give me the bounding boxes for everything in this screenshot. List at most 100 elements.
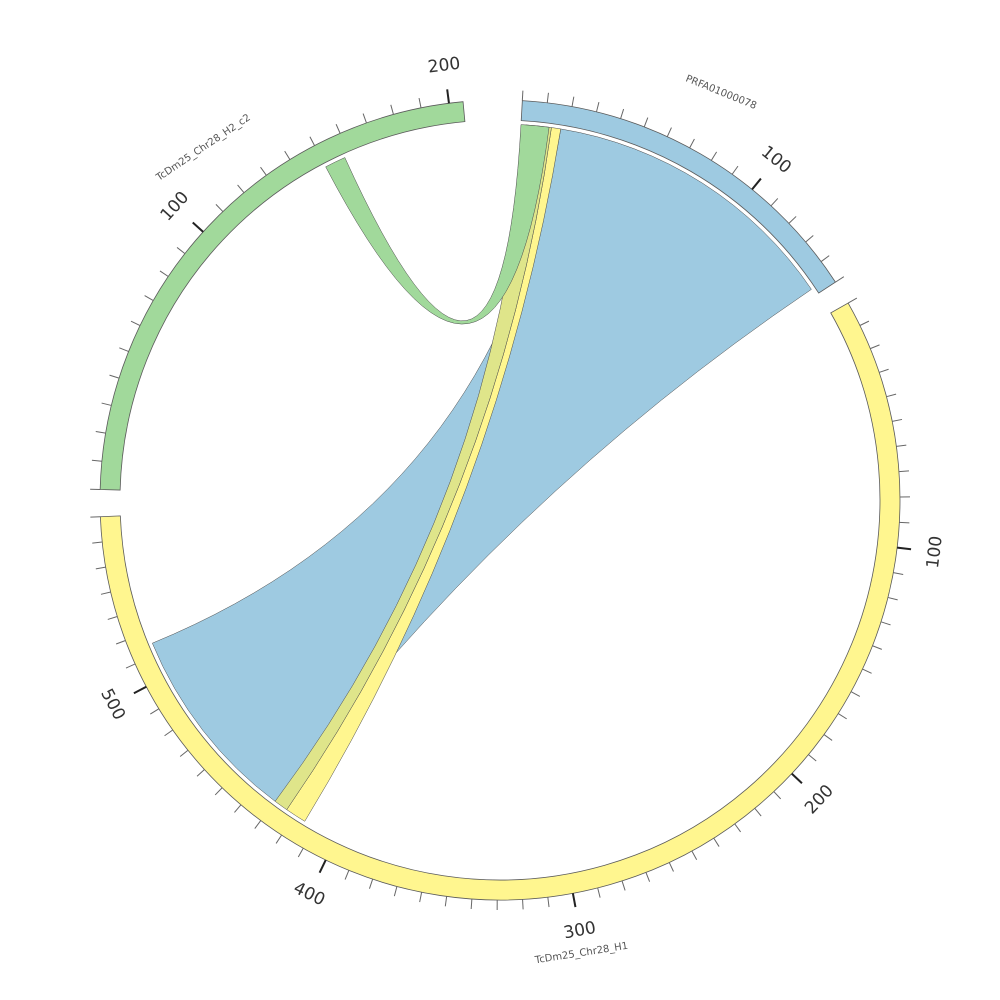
tick-label-h1-2: 300 [562,918,598,944]
minor-tick-h1-260 [668,862,674,872]
minor-tick-h1-70 [898,470,910,473]
minor-tick-h2-180 [390,104,394,115]
links-layer [152,124,812,822]
minor-tick-h1-510 [125,663,136,669]
minor-tick-h1-40 [886,393,897,398]
link-ribbon-4 [325,124,550,325]
minor-tick-h2-190 [418,97,422,108]
tick-label-h2-0: 100 [157,188,194,225]
minor-tick-h1-280 [621,880,626,891]
minor-tick-h2-110 [215,204,224,212]
major-tick-h1-300 [571,893,577,908]
minor-tick-h1-160 [850,691,861,697]
minor-tick-h1-20 [870,344,880,350]
minor-tick-h1-410 [297,848,304,858]
minor-tick-h1-450 [214,787,223,796]
minor-tick-prfa-50 [643,117,649,128]
minor-tick-h1-240 [713,837,720,847]
ticks-layer [90,89,912,910]
minor-tick-h1-140 [872,645,883,650]
minor-tick-prfa-0 [521,90,524,101]
minor-tick-prfa-110 [770,198,779,207]
minor-tick-h1-110 [893,572,904,575]
tick-label-h1-3: 400 [290,878,328,910]
tick-label-h2-1: 200 [427,54,462,78]
minor-tick-h1-350 [444,896,448,907]
minor-tick-h1-520 [115,640,126,645]
minor-tick-h1-220 [754,808,762,817]
minor-tick-h1-190 [808,754,817,762]
tick-label-h1-1: 200 [801,781,838,818]
major-tick-h2-100 [192,221,204,233]
minor-tick-prfa-70 [689,138,695,149]
major-tick-h1-500 [133,685,147,695]
minor-tick-h2-60 [130,320,141,327]
minor-tick-h1-30 [878,368,889,373]
minor-tick-h1-380 [368,879,374,889]
sequence-label-prfa: PRFA01000078 [684,73,758,112]
minor-tick-h1-120 [887,596,898,601]
minor-tick-prfa-90 [731,165,739,175]
minor-tick-prfa-40 [620,108,625,119]
minor-tick-h2-20 [95,431,106,434]
minor-tick-prfa-120 [788,216,797,224]
major-tick-prfa-100 [751,177,762,191]
minor-tick-h1-420 [275,834,282,844]
minor-tick-prfa-150 [835,276,845,283]
minor-tick-h2-90 [176,247,186,254]
tick-label-prfa-0: 100 [757,142,795,178]
sequence-label-h2: TcDm25_Chr28_H2_c2 [154,112,253,184]
tick-label-h1-0: 100 [923,535,947,570]
minor-tick-h2-30 [101,402,112,406]
minor-tick-h2-70 [144,295,154,301]
sequence-label-h1: TcDm25_Chr28_H1 [533,941,629,967]
minor-tick-h1-560 [92,541,103,544]
minor-tick-h2-160 [335,123,341,134]
minor-tick-h1-390 [344,870,350,880]
minor-tick-h1-50 [892,418,903,422]
minor-tick-h1-550 [95,566,106,570]
minor-tick-h1-250 [691,850,698,860]
minor-tick-h1-230 [734,823,742,833]
minor-tick-prfa-60 [666,127,672,137]
minor-tick-h1-460 [196,769,205,777]
minor-tick-h1-150 [862,668,872,674]
minor-tick-h2-150 [309,136,315,146]
minor-tick-h1-540 [100,591,111,595]
minor-tick-h1-170 [837,713,847,720]
minor-tick-h1-480 [164,729,174,737]
minor-tick-h2-130 [260,166,267,176]
minor-tick-h1-360 [419,892,423,903]
minor-tick-h1-370 [393,886,398,897]
minor-tick-h1-130 [880,621,891,626]
minor-tick-h1-90 [899,521,910,524]
minor-tick-h1-490 [150,708,160,715]
major-tick-h1-100 [897,546,912,551]
minor-tick-h2-10 [91,459,102,462]
minor-tick-h1-60 [896,444,907,447]
minor-tick-h1-430 [254,820,262,829]
minor-tick-h2-170 [362,113,367,124]
minor-tick-prfa-140 [820,255,830,262]
minor-tick-h1-310 [547,897,550,908]
minor-tick-h2-140 [284,150,291,160]
minor-tick-h1-470 [179,749,189,757]
minor-tick-h2-120 [237,184,245,193]
minor-tick-h2-80 [159,270,169,277]
minor-tick-prfa-20 [571,96,575,107]
minor-tick-h1-10 [859,320,870,326]
minor-tick-prfa-10 [546,92,549,103]
minor-tick-h1-270 [645,872,651,882]
minor-tick-prfa-30 [596,101,600,112]
minor-tick-h2-50 [119,347,129,352]
minor-tick-prfa-80 [710,151,718,161]
major-tick-h1-200 [791,772,803,784]
tick-label-h1-4: 500 [96,685,129,723]
minor-tick-h1-320 [522,899,524,910]
major-tick-h1-400 [318,859,327,874]
minor-tick-h1-180 [823,734,833,741]
minor-tick-h1-530 [107,616,118,620]
band-prfa [520,100,837,294]
minor-tick-h1-0 [847,297,858,304]
